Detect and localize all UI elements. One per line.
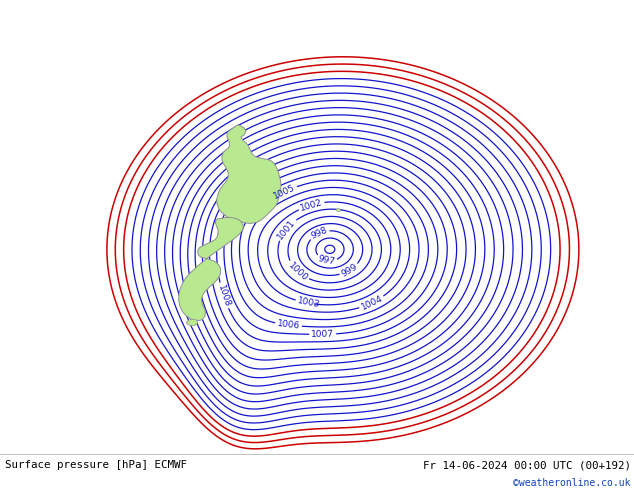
Text: 1000: 1000 — [286, 260, 309, 283]
Polygon shape — [179, 218, 243, 320]
Text: 1004: 1004 — [359, 294, 384, 312]
Text: 998: 998 — [309, 225, 329, 241]
Text: 997: 997 — [317, 254, 336, 267]
Text: 1003: 1003 — [297, 296, 321, 310]
Text: Surface pressure [hPa] ECMWF: Surface pressure [hPa] ECMWF — [5, 460, 187, 470]
Text: 1007: 1007 — [311, 330, 334, 339]
Text: ©weatheronline.co.uk: ©weatheronline.co.uk — [514, 478, 631, 489]
Polygon shape — [336, 209, 340, 212]
Polygon shape — [186, 319, 198, 326]
Text: 1008: 1008 — [216, 283, 231, 308]
Text: 999: 999 — [340, 262, 359, 279]
Polygon shape — [217, 124, 281, 223]
Text: 1001: 1001 — [276, 218, 297, 241]
Text: 1002: 1002 — [299, 197, 323, 213]
Text: Fr 14-06-2024 00:00 UTC (00+192): Fr 14-06-2024 00:00 UTC (00+192) — [423, 460, 631, 470]
Text: 1006: 1006 — [276, 319, 301, 331]
Text: 1005: 1005 — [272, 183, 297, 201]
